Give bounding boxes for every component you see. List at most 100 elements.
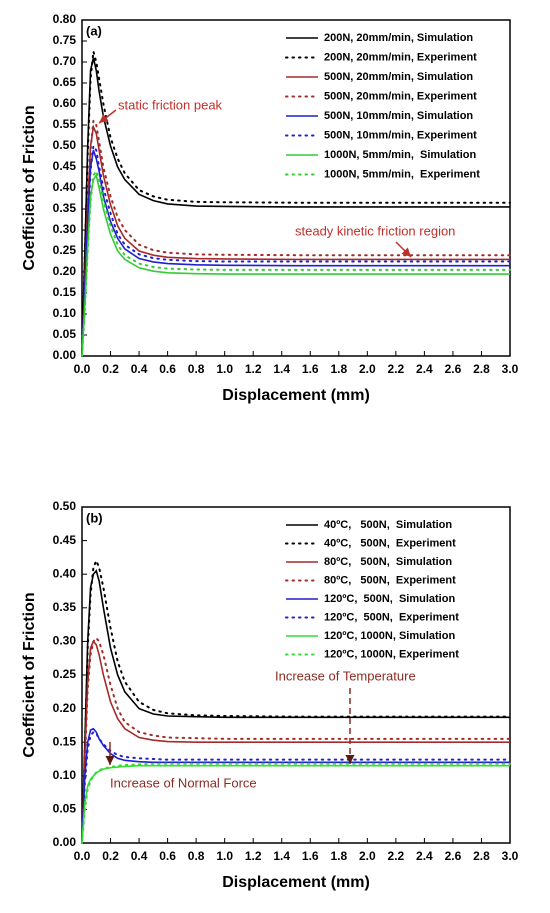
legend-label: 1000N, 5mm/min, Experiment (324, 168, 480, 180)
x-tick-label: 2.6 (445, 849, 462, 863)
y-tick-label: 0.75 (53, 33, 77, 47)
legend-label: 500N, 20mm/min, Simulation (324, 71, 473, 83)
x-tick-label: 2.6 (445, 362, 462, 376)
legend-label: 200N, 20mm/min, Experiment (324, 51, 477, 63)
annotation: static friction peak (118, 97, 223, 112)
legend-label: 120ºC, 1000N, Experiment (324, 648, 459, 660)
y-tick-label: 0.35 (53, 600, 77, 614)
x-tick-label: 1.6 (302, 849, 319, 863)
y-tick-label: 0.80 (53, 12, 77, 26)
y-tick-label: 0.50 (53, 138, 77, 152)
x-tick-label: 2.2 (388, 849, 405, 863)
legend-label: 500N, 10mm/min, Experiment (324, 129, 477, 141)
legend-label: 120ºC, 500N, Experiment (324, 611, 459, 623)
y-tick-label: 0.10 (53, 306, 77, 320)
series-line (81, 730, 511, 844)
y-tick-label: 0.10 (53, 768, 77, 782)
legend-label: 80ºC, 500N, Experiment (324, 574, 456, 586)
y-tick-label: 0.30 (53, 222, 77, 236)
x-tick-label: 2.0 (359, 849, 376, 863)
x-tick-label: 0.0 (74, 362, 91, 376)
y-tick-label: 0.20 (53, 701, 77, 715)
x-axis-title: Displacement (mm) (222, 874, 370, 891)
x-tick-label: 2.4 (416, 849, 433, 863)
series-line (81, 149, 510, 357)
annotation: steady kinetic friction region (295, 223, 455, 238)
annotation-arrow (395, 241, 412, 258)
x-tick-label: 1.0 (216, 849, 233, 863)
x-tick-label: 0.4 (131, 362, 148, 376)
x-tick-label: 0.6 (159, 849, 176, 863)
x-tick-label: 1.6 (302, 362, 319, 376)
y-tick-label: 0.00 (53, 835, 77, 849)
y-tick-label: 0.40 (53, 566, 77, 580)
series-line (81, 51, 511, 357)
y-tick-label: 0.45 (53, 159, 77, 173)
series-line (81, 727, 510, 844)
x-tick-label: 0.2 (102, 849, 119, 863)
y-tick-label: 0.65 (53, 75, 77, 89)
y-tick-label: 0.35 (53, 201, 77, 215)
x-tick-label: 1.8 (330, 362, 347, 376)
y-tick-label: 0.60 (53, 96, 77, 110)
y-tick-label: 0.70 (53, 54, 77, 68)
annotation: Increase of Temperature (275, 668, 416, 683)
series-line (81, 636, 511, 844)
x-tick-label: 0.0 (74, 849, 91, 863)
x-tick-label: 2.8 (473, 362, 490, 376)
x-tick-label: 0.8 (188, 362, 205, 376)
y-axis-title: Coefficient of Friction (21, 592, 38, 757)
y-tick-label: 0.40 (53, 180, 77, 194)
panel-label: (b) (86, 510, 103, 525)
y-tick-label: 0.00 (53, 348, 77, 362)
x-tick-label: 2.8 (473, 849, 490, 863)
legend-label: 500N, 20mm/min, Experiment (324, 90, 477, 102)
series-line (81, 124, 510, 357)
y-tick-label: 0.55 (53, 117, 77, 131)
y-tick-label: 0.50 (53, 499, 77, 513)
panel-label: (a) (86, 23, 102, 38)
x-tick-label: 1.8 (330, 849, 347, 863)
legend-label: 120ºC, 500N, Simulation (324, 593, 455, 605)
y-tick-label: 0.20 (53, 264, 77, 278)
y-tick-label: 0.25 (53, 667, 77, 681)
series-line (81, 558, 511, 844)
legend-label: 40ºC, 500N, Experiment (324, 537, 456, 549)
x-tick-label: 0.6 (159, 362, 176, 376)
series-line (81, 143, 511, 357)
x-tick-label: 0.8 (188, 849, 205, 863)
y-tick-label: 0.05 (53, 327, 77, 341)
annotation-arrow (98, 109, 117, 124)
legend-label: 1000N, 5mm/min, Simulation (324, 149, 476, 161)
legend-label: 80ºC, 500N, Simulation (324, 556, 452, 568)
x-tick-label: 1.4 (273, 362, 290, 376)
x-tick-label: 0.2 (102, 362, 119, 376)
x-tick-label: 2.2 (388, 362, 405, 376)
x-tick-label: 1.2 (245, 362, 262, 376)
x-tick-label: 3.0 (502, 849, 519, 863)
x-tick-label: 1.0 (216, 362, 233, 376)
x-axis-title: Displacement (mm) (222, 387, 370, 404)
y-tick-label: 0.05 (53, 802, 77, 816)
series-line (81, 762, 511, 844)
x-tick-label: 1.2 (245, 849, 262, 863)
x-tick-label: 2.0 (359, 362, 376, 376)
y-tick-label: 0.15 (53, 734, 77, 748)
legend-label: 120ºC, 1000N, Simulation (324, 630, 455, 642)
y-axis-title: Coefficient of Friction (21, 105, 38, 270)
x-tick-label: 0.4 (131, 849, 148, 863)
series-line (81, 168, 511, 357)
annotation: Increase of Normal Force (110, 775, 257, 790)
y-tick-label: 0.45 (53, 533, 77, 547)
y-tick-label: 0.15 (53, 285, 77, 299)
legend-label: 500N, 10mm/min, Simulation (324, 110, 473, 122)
y-tick-label: 0.25 (53, 243, 77, 257)
x-tick-label: 2.4 (416, 362, 433, 376)
x-tick-label: 1.4 (273, 849, 290, 863)
series-line (81, 639, 510, 844)
y-tick-label: 0.30 (53, 634, 77, 648)
legend-label: 200N, 20mm/min, Simulation (324, 32, 473, 44)
legend-label: 40ºC, 500N, Simulation (324, 519, 452, 531)
x-tick-label: 3.0 (502, 362, 519, 376)
